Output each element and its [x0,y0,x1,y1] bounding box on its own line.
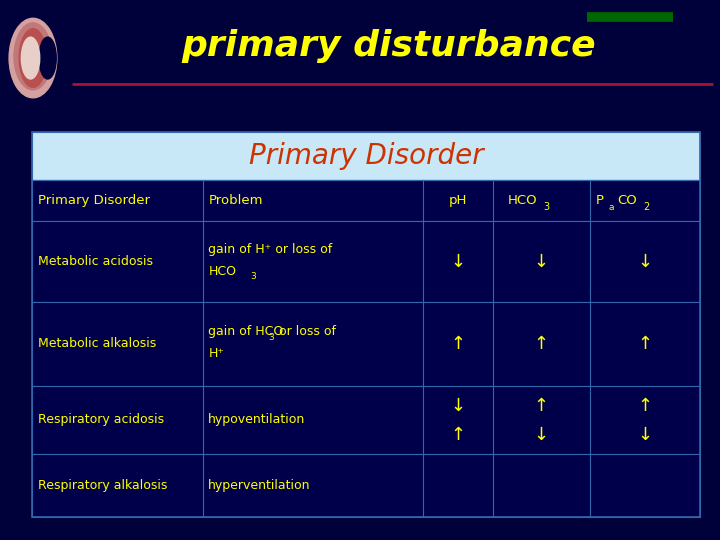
Ellipse shape [14,23,52,90]
Text: ↓: ↓ [637,253,652,271]
Text: ↑: ↑ [450,426,465,443]
Text: or loss of: or loss of [275,326,336,339]
Text: hypoventilation: hypoventilation [208,413,305,426]
FancyBboxPatch shape [32,454,700,517]
Text: ↓: ↓ [450,253,465,271]
Text: ↓: ↓ [450,397,465,415]
Text: gain of HCO: gain of HCO [208,326,284,339]
Text: HCO: HCO [208,265,236,278]
Text: P: P [595,194,603,207]
Text: ↓: ↓ [534,426,549,443]
Ellipse shape [19,29,47,87]
Text: Primary Disorder: Primary Disorder [249,143,483,170]
Text: ↑: ↑ [534,335,549,353]
Text: CO: CO [617,194,636,207]
FancyBboxPatch shape [32,386,700,454]
Text: Primary Disorder: Primary Disorder [38,194,150,207]
Text: 3: 3 [268,333,274,342]
FancyBboxPatch shape [32,132,700,180]
Text: pH: pH [449,194,467,207]
Text: ↑: ↑ [637,397,652,415]
Text: primary disturbance: primary disturbance [181,29,596,63]
Text: HCO: HCO [508,194,538,207]
FancyBboxPatch shape [32,302,700,386]
Text: hyperventilation: hyperventilation [208,479,311,492]
Text: Problem: Problem [208,194,263,207]
FancyBboxPatch shape [32,180,700,221]
Text: ↑: ↑ [450,335,465,353]
Text: Metabolic alkalosis: Metabolic alkalosis [38,338,156,350]
Ellipse shape [22,37,40,79]
Text: ↓: ↓ [637,426,652,443]
Text: 2: 2 [643,202,649,212]
Ellipse shape [39,37,56,79]
Text: Respiratory acidosis: Respiratory acidosis [38,413,164,426]
FancyBboxPatch shape [32,221,700,302]
Text: Respiratory alkalosis: Respiratory alkalosis [38,479,168,492]
Text: gain of H⁺ or loss of: gain of H⁺ or loss of [208,243,333,256]
Text: a: a [608,202,614,212]
Text: 3: 3 [250,272,256,281]
Text: Metabolic acidosis: Metabolic acidosis [38,255,153,268]
Text: ↑: ↑ [637,335,652,353]
Text: ↑: ↑ [534,397,549,415]
Ellipse shape [9,18,57,98]
Text: ↓: ↓ [534,253,549,271]
Text: 3: 3 [544,202,549,212]
Text: H⁺: H⁺ [208,347,225,360]
